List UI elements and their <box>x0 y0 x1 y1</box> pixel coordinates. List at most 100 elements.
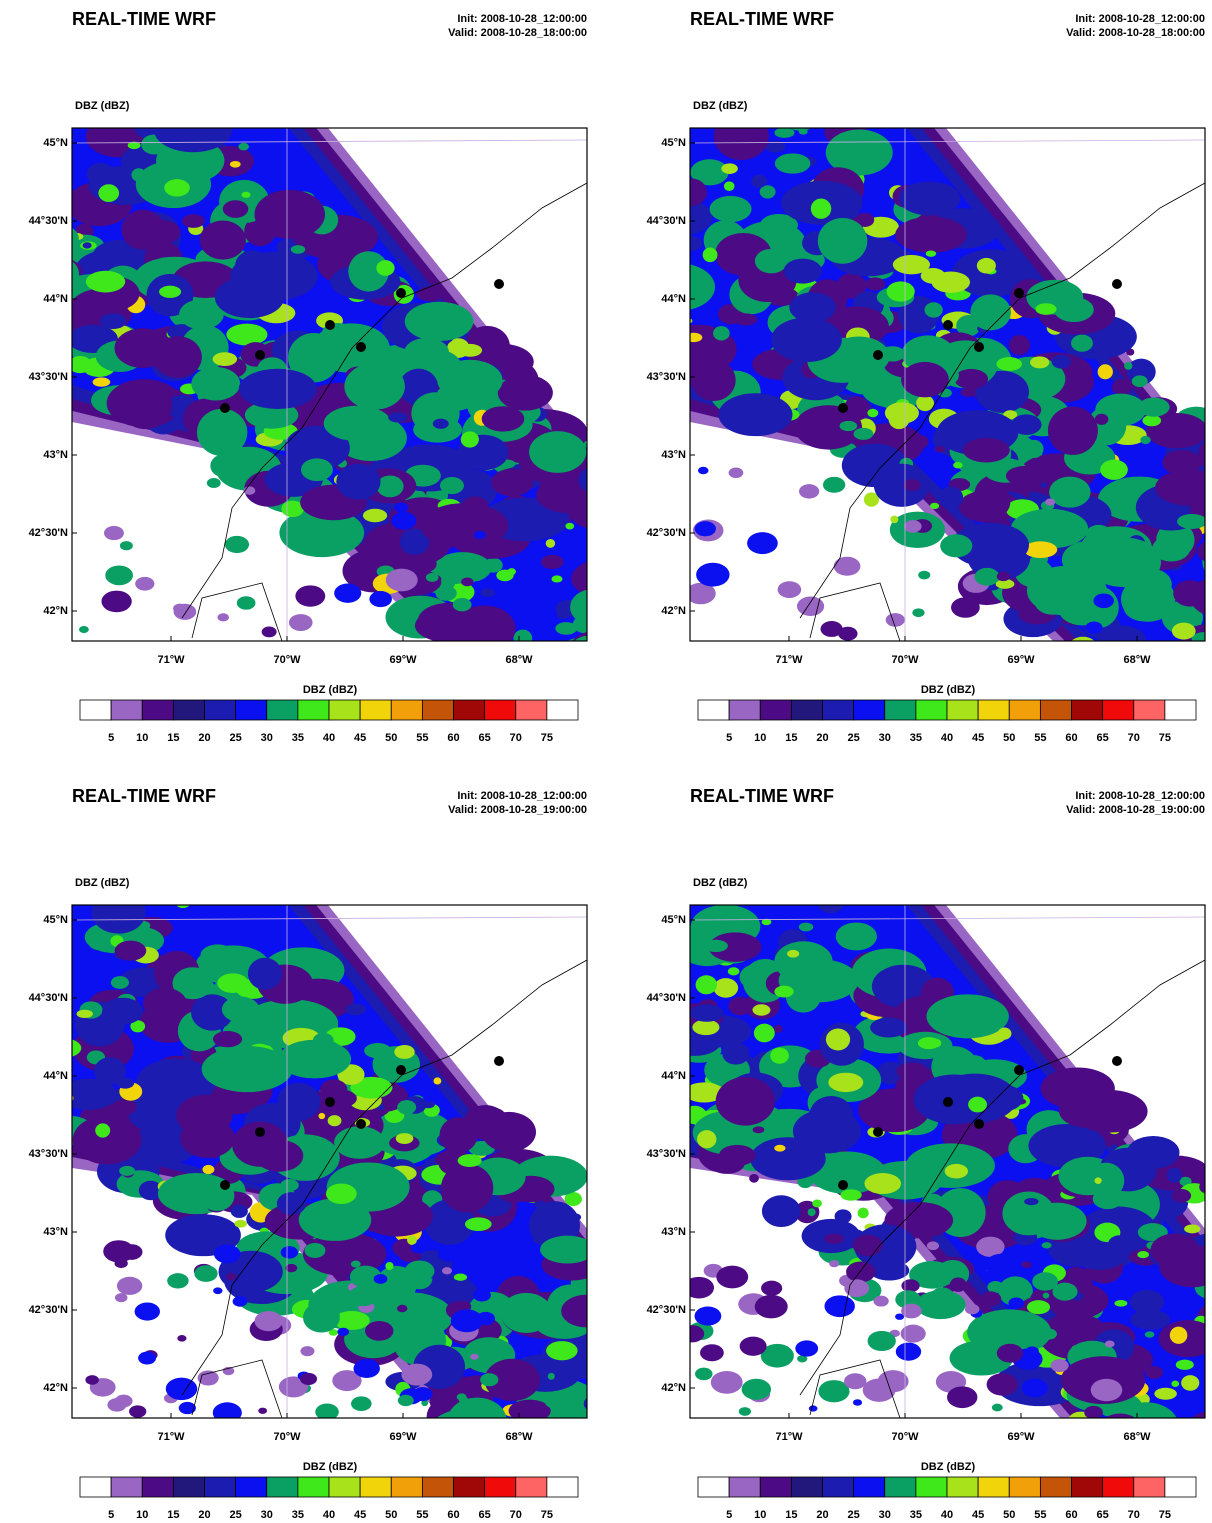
echo-cell <box>1085 537 1162 588</box>
echo-cell <box>440 477 464 495</box>
colorbar-box <box>1008 1476 1041 1498</box>
colorbar-tick-label: 60 <box>447 1509 459 1521</box>
echo-cell <box>348 251 389 292</box>
echo-cell <box>229 160 241 168</box>
echo-cell <box>20 228 56 247</box>
city-dot <box>396 1065 406 1075</box>
echo-cell <box>234 250 270 283</box>
echo-cell <box>119 541 133 551</box>
echo-cell <box>131 168 146 182</box>
echo-cell <box>567 637 587 641</box>
colorbar-box <box>172 1476 205 1498</box>
echo-cell <box>99 313 127 330</box>
colorbar-box <box>453 1476 486 1498</box>
echo-cell <box>1024 1197 1039 1206</box>
echo-cell <box>1030 356 1050 369</box>
echo-cell <box>1008 335 1030 356</box>
echo-cell <box>991 1403 1003 1412</box>
colorbar-tick-label: 45 <box>972 1509 984 1521</box>
echo-cell <box>546 1341 578 1361</box>
colorbar-box <box>266 699 299 721</box>
echo-cell <box>1085 621 1103 634</box>
coastline <box>809 582 901 641</box>
echo-cell <box>623 1307 636 1315</box>
colorbar-tick-label: 50 <box>385 732 397 744</box>
colorbar-box <box>977 1476 1010 1498</box>
echo-cell <box>774 128 795 138</box>
echo-cell <box>1171 1380 1180 1387</box>
echo-cell <box>458 1396 469 1404</box>
echo-cell <box>1026 1300 1051 1315</box>
echo-cell <box>1130 1309 1171 1330</box>
echo-cell <box>391 511 417 530</box>
echo-cell <box>976 257 996 274</box>
echo-cell <box>334 1126 386 1159</box>
echo-cell <box>472 581 483 589</box>
echo-cell <box>600 505 634 524</box>
echo-cell <box>1168 648 1212 682</box>
echo-cell <box>1112 378 1133 396</box>
echo-cell <box>825 1028 851 1051</box>
echo-cell <box>566 1417 575 1418</box>
colorbar-tick-label: 10 <box>754 1509 766 1521</box>
echo-cell <box>630 591 651 604</box>
echo-cell <box>1051 354 1072 369</box>
coastline <box>181 182 587 619</box>
echo-cell <box>675 1100 685 1108</box>
echo-cell <box>572 631 587 641</box>
echo-cell <box>590 421 619 439</box>
colorbar-box <box>453 699 486 721</box>
echo-cell <box>468 659 508 688</box>
echo-cell <box>600 562 614 573</box>
echo-cell <box>254 189 325 239</box>
echo-cell <box>1159 1428 1199 1452</box>
echo-cell <box>890 515 899 524</box>
coastline <box>191 582 283 641</box>
echo-cell <box>302 1302 340 1333</box>
colorbar-box <box>110 699 143 721</box>
echo-cell <box>176 1094 233 1136</box>
echo-cell <box>226 323 268 346</box>
colorbar-box <box>328 699 361 721</box>
echo-cell <box>76 1009 93 1019</box>
echo-cell <box>962 437 1010 463</box>
echo-cell <box>789 128 812 131</box>
colorbar-tick-label: 75 <box>1159 732 1171 744</box>
colorbar-box <box>1133 699 1166 721</box>
echo-cell <box>694 521 716 537</box>
echo-cell <box>912 608 925 618</box>
colorbar-box <box>297 1476 330 1498</box>
colorbar-tick-label: 10 <box>754 732 766 744</box>
echo-cell <box>1131 375 1148 388</box>
echo-cell <box>536 476 587 514</box>
colorbar-box <box>546 699 579 721</box>
colorbar-box <box>79 1476 112 1498</box>
echo-cell <box>369 591 392 608</box>
panel-title: REAL-TIME WRF <box>690 786 834 806</box>
colorbar-box <box>697 1476 730 1498</box>
echo-cell <box>901 1279 920 1293</box>
echo-cell <box>690 582 716 605</box>
echo-cell <box>600 609 641 641</box>
echo-cell <box>690 1026 692 1035</box>
colorbar-box <box>79 699 112 721</box>
colorbar-box <box>759 699 792 721</box>
colorbar-tick-label: 20 <box>198 1509 210 1521</box>
colorbar-box <box>421 1476 454 1498</box>
colorbar-box <box>822 699 855 721</box>
echo-cell <box>590 1308 627 1327</box>
echo-cell <box>810 198 832 219</box>
echo-cell <box>107 1398 127 1412</box>
map-panel: REAL-TIME WRF Init: 2008-10-28_12:00:00 Va… <box>647 9 1212 744</box>
city-dot <box>1112 1056 1122 1066</box>
colorbar-box <box>1039 699 1072 721</box>
echo-cell <box>450 1309 483 1333</box>
echo-cell <box>716 1265 749 1289</box>
colorbar-box <box>390 699 423 721</box>
echo-cell <box>288 332 340 383</box>
colorbar-box <box>946 1476 979 1498</box>
echo-cell <box>764 861 798 883</box>
echo-cell <box>718 393 793 437</box>
lat-label: 45°N <box>43 914 68 926</box>
echo-cell <box>964 1304 980 1315</box>
